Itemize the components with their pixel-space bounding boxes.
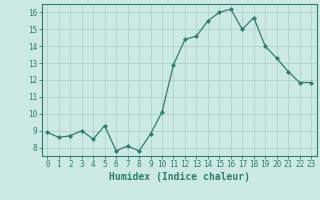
X-axis label: Humidex (Indice chaleur): Humidex (Indice chaleur) [109, 172, 250, 182]
